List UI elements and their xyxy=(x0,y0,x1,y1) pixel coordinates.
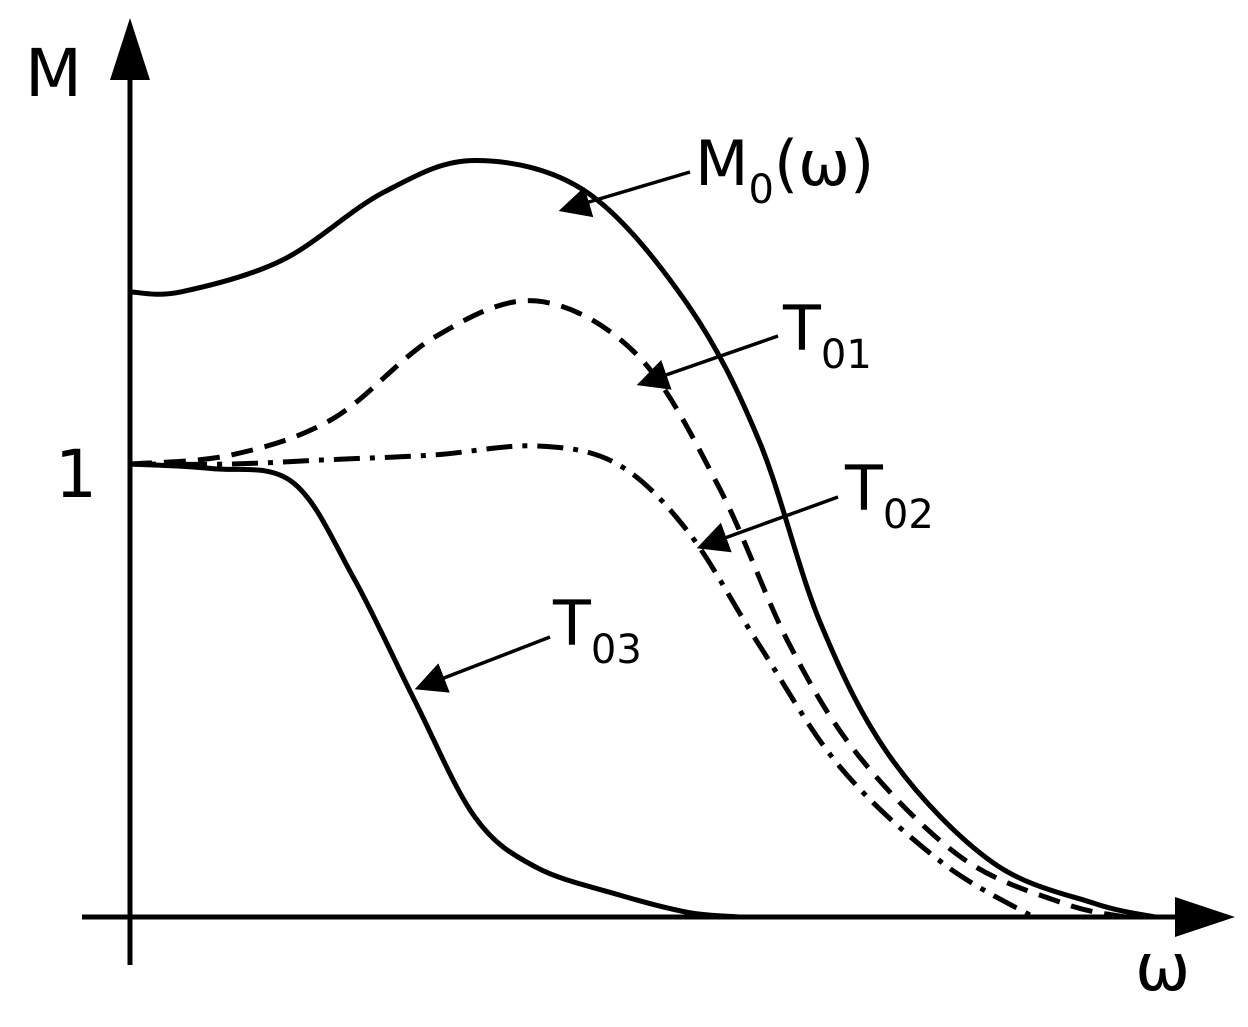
series-m0-label: M0(ω) xyxy=(695,127,874,213)
series-t02-curve xyxy=(129,443,1035,920)
series-t01-label: T01 xyxy=(782,292,872,378)
x-axis-label: ω xyxy=(1135,929,1190,1006)
y-axis-arrow-icon xyxy=(110,18,150,80)
series-t03-curve xyxy=(129,461,740,920)
series-t02-leader xyxy=(696,495,839,553)
x-axis-arrow-icon xyxy=(1175,897,1235,937)
series-t01-leader xyxy=(636,334,779,390)
series-t02-label: T02 xyxy=(844,452,934,538)
y-axis-label: M xyxy=(25,35,82,112)
series-m0-leader xyxy=(558,170,691,218)
series-t01-curve xyxy=(129,298,1126,920)
y-tick-1: 1 xyxy=(55,436,97,513)
series-m0-curve xyxy=(129,158,1156,920)
series-t03-label: T03 xyxy=(552,587,642,673)
series-t03-leader xyxy=(414,635,551,693)
